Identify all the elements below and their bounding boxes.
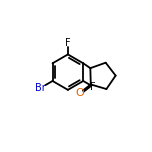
Text: Br: Br bbox=[35, 83, 45, 93]
Text: O: O bbox=[75, 88, 84, 98]
Text: F: F bbox=[65, 38, 71, 48]
Text: F: F bbox=[90, 82, 96, 92]
